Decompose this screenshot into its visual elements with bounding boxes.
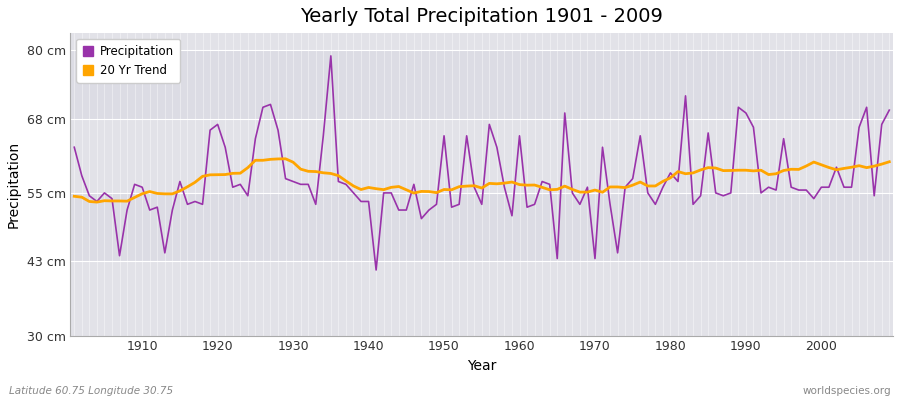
20 Yr Trend <box>620 185 631 190</box>
20 Yr Trend <box>280 156 291 161</box>
X-axis label: Year: Year <box>467 359 497 373</box>
20 Yr Trend <box>356 187 366 192</box>
Precipitation <box>522 205 533 210</box>
Precipitation <box>371 268 382 272</box>
20 Yr Trend <box>92 200 103 204</box>
Text: Latitude 60.75 Longitude 30.75: Latitude 60.75 Longitude 30.75 <box>9 386 173 396</box>
Legend: Precipitation, 20 Yr Trend: Precipitation, 20 Yr Trend <box>76 39 180 83</box>
Precipitation <box>326 54 337 58</box>
20 Yr Trend <box>69 194 80 199</box>
Line: Precipitation: Precipitation <box>75 56 889 270</box>
20 Yr Trend <box>522 183 533 188</box>
Bar <box>70 50 893 119</box>
Precipitation <box>130 182 140 187</box>
Bar <box>70 193 893 262</box>
Bar <box>70 262 893 336</box>
20 Yr Trend <box>137 191 148 196</box>
Y-axis label: Precipitation: Precipitation <box>7 141 21 228</box>
Bar <box>70 119 893 193</box>
20 Yr Trend <box>310 169 321 174</box>
Line: 20 Yr Trend: 20 Yr Trend <box>75 159 889 202</box>
Precipitation <box>69 145 80 150</box>
20 Yr Trend <box>884 159 895 164</box>
Precipitation <box>884 108 895 112</box>
20 Yr Trend <box>529 183 540 188</box>
Precipitation <box>295 182 306 187</box>
Precipitation <box>529 202 540 207</box>
Bar <box>70 33 893 50</box>
Precipitation <box>620 185 631 190</box>
Text: worldspecies.org: worldspecies.org <box>803 386 891 396</box>
Precipitation <box>348 190 359 195</box>
Title: Yearly Total Precipitation 1901 - 2009: Yearly Total Precipitation 1901 - 2009 <box>301 7 663 26</box>
